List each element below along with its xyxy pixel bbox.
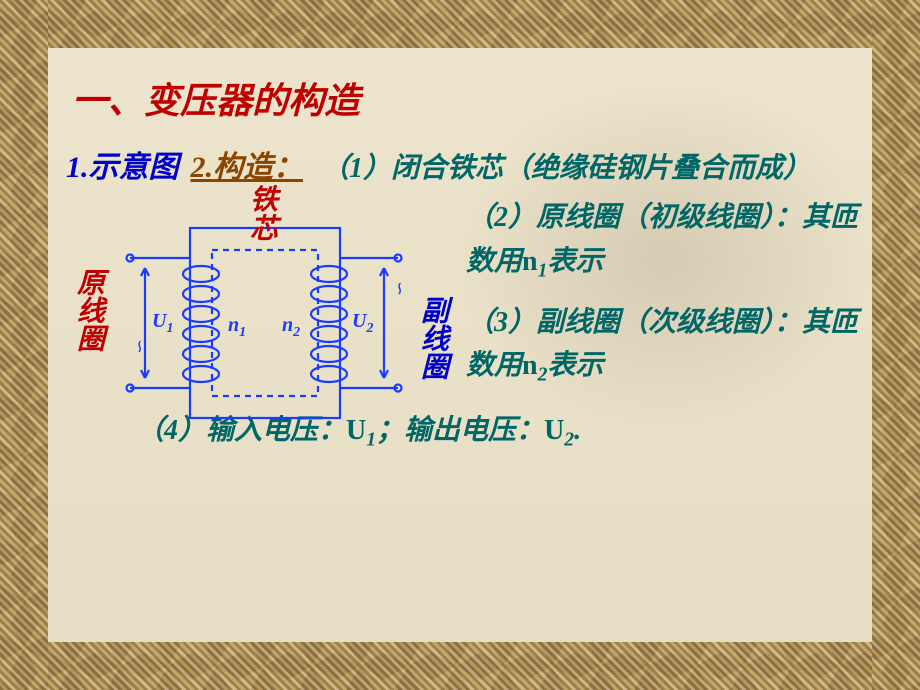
- u2-label: U2: [352, 310, 373, 337]
- item-2: （2）原线圈（初级线圈）：其匝数用n1表示: [466, 196, 860, 286]
- transformer-diagram: 铁芯 原线圈 副线圈 U1 U2 n1 n2 ∽ ∽ 铁芯: [72, 188, 452, 468]
- u1-label: U1: [152, 310, 173, 337]
- primary-coil-label: 原线圈: [68, 268, 108, 352]
- ac-source-2: ∽: [389, 281, 410, 296]
- subheading-row: 1.示意图 2.构造： （1）闭合铁芯（绝缘硅钢片叠合而成）: [66, 142, 860, 190]
- n1-label: n1: [228, 314, 246, 341]
- slide-content: 一、变压器的构造 1.示意图 2.构造： （1）闭合铁芯（绝缘硅钢片叠合而成） …: [48, 48, 872, 642]
- core-label-stack: 铁芯: [250, 186, 278, 245]
- secondary-coil-label: 副线圈: [412, 296, 452, 380]
- item-1: （1）闭合铁芯（绝缘硅钢片叠合而成）: [321, 147, 860, 190]
- item-3: （3）副线圈（次级线圈）：其匝数用n2表示: [466, 301, 860, 391]
- page-title: 一、变压器的构造: [72, 72, 860, 124]
- subhead-2: 2.构造：: [191, 142, 304, 186]
- ac-source-1: ∽: [129, 339, 150, 354]
- n2-label: n2: [282, 314, 300, 341]
- subhead-1: 1.示意图: [66, 142, 179, 186]
